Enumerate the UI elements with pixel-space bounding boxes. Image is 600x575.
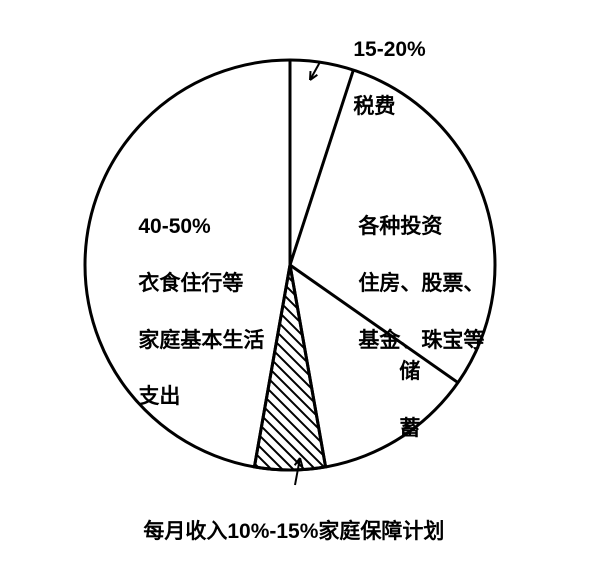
basic-line4: 支出	[138, 385, 180, 408]
pie-chart-container: 15-20% 税费 各种投资 住房、股票、 基金、珠宝等 储 蓄 40-50% …	[0, 0, 600, 524]
pie-chart-svg	[0, 0, 600, 524]
savings-line1: 储	[399, 360, 420, 383]
tax-percent: 15-20%	[353, 38, 425, 61]
tax-text: 税费	[353, 95, 395, 118]
investment-line2: 住房、股票、	[358, 272, 484, 295]
tax-label: 15-20% 税费	[330, 8, 426, 150]
savings-line2: 蓄	[399, 417, 420, 440]
savings-label: 储 蓄	[376, 330, 420, 472]
basic-line3: 家庭基本生活	[138, 329, 264, 352]
basic-line1: 40-50%	[138, 215, 210, 238]
investment-line1: 各种投资	[358, 215, 442, 238]
basic-line2: 衣食住行等	[138, 272, 243, 295]
insurance-caption: 每月收入10%-15%家庭保障计划	[120, 490, 444, 575]
basic-living-label: 40-50% 衣食住行等 家庭基本生活 支出	[115, 185, 264, 440]
